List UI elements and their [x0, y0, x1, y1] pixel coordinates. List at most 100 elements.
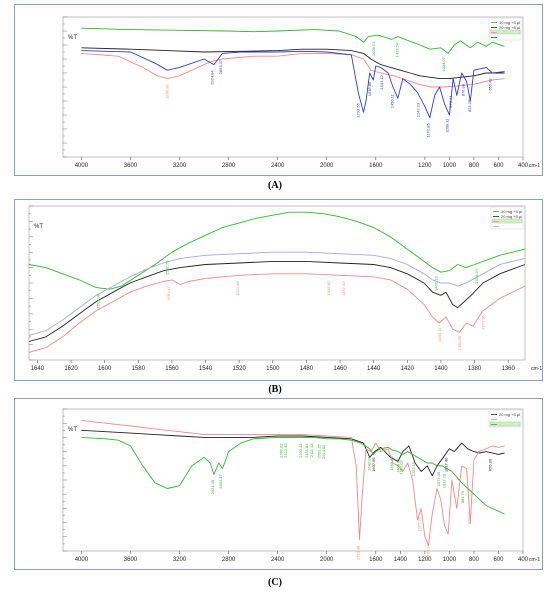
spectrum-series-3 — [28, 273, 526, 353]
peak-label: 1603.99 — [96, 293, 101, 308]
x-tick-label: 2800 — [222, 163, 236, 169]
x-tick-label: 1200 — [418, 163, 432, 169]
legend-entry: 20 mg +5 µl — [501, 214, 522, 219]
x-tick-label: 1380 — [468, 366, 482, 372]
peak-label: 1162.85 — [426, 122, 431, 137]
x-tick-label: 1400 — [394, 557, 408, 563]
peak-label: 2921.40 — [210, 479, 215, 494]
x-tick-label: 1000 — [443, 163, 457, 169]
plot-frame — [62, 16, 524, 158]
peak-label: 1009.11 — [444, 118, 449, 133]
x-tick-label: 1000 — [443, 557, 457, 563]
peak-label: 1163.24 — [425, 543, 430, 558]
y-axis-label: %T — [68, 35, 77, 41]
x-tick-label: 2000 — [320, 557, 334, 563]
panel-c: %T 4000 3600 3200 2800 2400 2000 1600 1400 1200 10… — [14, 398, 543, 570]
spectrum-series-2 — [81, 47, 505, 80]
x-tick-label: 1580 — [132, 366, 146, 372]
x-tick-label: 1440 — [367, 366, 381, 372]
peak-label: 1562.70 — [165, 260, 170, 275]
x-tick-label: 2400 — [271, 163, 285, 169]
x-tick-label: 1520 — [232, 366, 246, 372]
spectrum-series-1 — [81, 27, 505, 54]
peak-label: 2322.43 — [283, 443, 288, 458]
x-tick-label: 1600 — [98, 366, 112, 372]
peak-label: 1402.13 — [434, 276, 439, 291]
peak-label: 979.44 — [448, 95, 453, 108]
x-unit-label: cm-1 — [529, 163, 540, 169]
legend-box — [488, 17, 522, 41]
y-axis-label: %T — [34, 224, 43, 230]
x-tick-label: 600 — [493, 163, 504, 169]
peak-label: 2111.44 — [309, 443, 314, 458]
peak-label: 655.43 — [488, 78, 493, 91]
x-tick-label: 1420 — [401, 366, 415, 372]
x-tick-label: 800 — [469, 557, 480, 563]
peak-label: 1733.38 — [355, 545, 360, 560]
peak-label: 1034.07 — [441, 56, 446, 71]
legend-highlight — [489, 421, 521, 427]
peak-label: 1607.85 — [371, 457, 376, 472]
spectrum-series-4 — [28, 251, 526, 336]
spectrum-series-3 — [81, 436, 505, 515]
peak-label: 1638.86 — [367, 81, 372, 96]
caption-a: (A) — [268, 180, 282, 191]
x-tick-label: 1540 — [199, 366, 213, 372]
peak-label: 1400.11 — [437, 327, 442, 342]
peak-label: 2362.02 — [278, 443, 283, 458]
y-axis-label: %T — [68, 427, 77, 433]
x-tick-label: 1640 — [31, 366, 45, 372]
peak-label: 2151.82 — [304, 443, 309, 458]
x-tick-label: 1600 — [369, 557, 383, 563]
legend-entry: 20 mg +5 µl — [499, 25, 520, 30]
legend-entry: 10 mg +5 µl — [501, 209, 522, 214]
x-tick-label: 800 — [469, 163, 480, 169]
legend-highlight — [489, 29, 521, 35]
peak-label: 1521.46 — [235, 281, 240, 296]
ftir-chart-b: %T 1640 1620 1600 1580 1560 1540 1520 1500 1480 14… — [28, 205, 542, 372]
legend-entry: 10 mg +5 µl — [499, 20, 520, 25]
x-tick-label: 3600 — [124, 163, 138, 169]
peak-label: 1408.89 — [395, 458, 400, 473]
x-tick-label: 2400 — [271, 557, 285, 563]
spectrum-series-1 — [81, 429, 505, 477]
peak-label: 822.13 — [467, 511, 472, 524]
spectrum-series-1 — [28, 211, 526, 290]
caption-b: (B) — [268, 384, 282, 395]
legend-highlight — [491, 218, 523, 224]
peak-label: 1017.40 — [443, 457, 448, 472]
legend-entry: 20 mg +5 µl — [499, 412, 520, 417]
x-tick-label: 1620 — [64, 366, 78, 372]
peak-label: 2853.37 — [218, 59, 223, 74]
x-tick-label: 1200 — [418, 557, 432, 563]
x-tick-label: 3200 — [173, 557, 187, 563]
spectrum-series-4 — [81, 50, 505, 119]
peak-label: 1237.33 — [416, 516, 421, 531]
x-tick-label: 3200 — [173, 163, 187, 169]
legend-box — [490, 206, 524, 230]
peak-label: 1457.43 — [341, 281, 346, 296]
peak-label: 1382.03 — [399, 460, 404, 475]
plot-frame — [62, 408, 524, 552]
peak-label: 876.98 — [461, 83, 466, 96]
peak-label: 1388.89 — [457, 335, 462, 350]
caption-c: (C) — [268, 577, 282, 588]
x-tick-label: 400 — [518, 163, 529, 169]
peak-label: 1466.87 — [326, 280, 331, 295]
x-tick-label: 1360 — [502, 366, 516, 372]
x-unit-label: cm-1 — [529, 557, 540, 563]
peak-label: 823.29 — [467, 99, 472, 112]
x-tick-label: 1480 — [300, 366, 314, 372]
peak-label: 881.79 — [460, 490, 465, 503]
peak-label: 2200.43 — [298, 443, 303, 458]
peak-label: 1456.11 — [389, 93, 394, 108]
peak-label: 1642.01 — [367, 456, 372, 471]
peak-label: 1242.23 — [416, 102, 421, 117]
x-tick-label: 4000 — [75, 163, 89, 169]
spectrum-series-2 — [81, 419, 505, 546]
panel-a: %T 4000 3600 3200 2800 2400 2000 1600 1200 1000 80… — [14, 4, 543, 176]
plot-frame — [28, 205, 526, 361]
peak-label: 1413.54 — [395, 42, 400, 57]
x-tick-label: 600 — [493, 557, 504, 563]
x-tick-label: 400 — [518, 557, 529, 563]
